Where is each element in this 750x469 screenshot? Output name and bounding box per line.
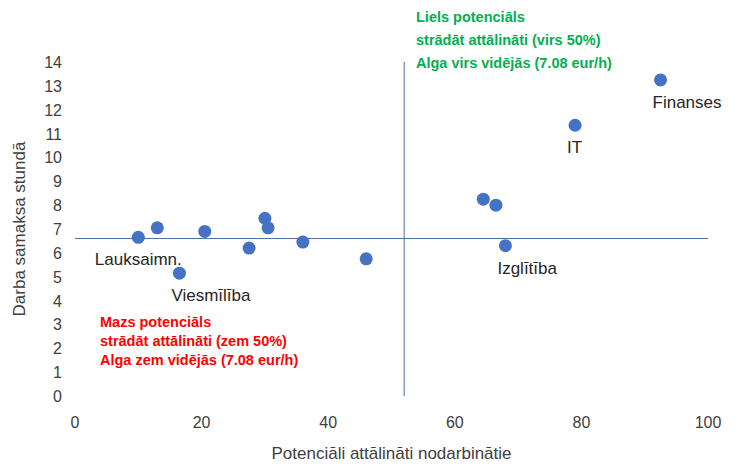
y-tick-label: 13 (44, 78, 62, 95)
x-tick-label: 100 (695, 414, 722, 431)
point (198, 225, 211, 238)
point-label: Finanses (653, 93, 722, 112)
x-axis-title: Potenciāli attālināti nodarbinātie (271, 444, 511, 463)
plot-area (75, 62, 708, 396)
point (499, 239, 512, 252)
point (477, 193, 490, 206)
reference-line (404, 62, 405, 396)
point (262, 221, 275, 234)
reference-line (75, 238, 708, 239)
y-tick-label: 14 (44, 54, 62, 71)
point-label: Lauksaimn. (95, 250, 182, 269)
point-label: Izglītība (497, 259, 557, 278)
annotation: Liels potenciāls (416, 9, 525, 25)
y-tick-label: 3 (53, 316, 62, 333)
x-tick-label: 60 (446, 414, 464, 431)
y-tick-label: 4 (53, 293, 62, 310)
y-tick-label: 5 (53, 269, 62, 286)
x-tick-label: 80 (573, 414, 591, 431)
x-tick-label: 40 (319, 414, 337, 431)
y-tick-label: 2 (53, 340, 62, 357)
point-label: IT (567, 138, 582, 157)
annotation: Mazs potenciāls (100, 314, 211, 330)
y-tick-label: 6 (53, 245, 62, 262)
y-tick-label: 10 (44, 149, 62, 166)
x-tick-label: 20 (193, 414, 211, 431)
y-tick-label: 1 (53, 364, 62, 381)
point (132, 231, 145, 244)
point (243, 242, 256, 255)
point (296, 236, 309, 249)
point (569, 119, 582, 132)
point (654, 73, 667, 86)
point (489, 199, 502, 212)
chart: 01234567891011121314020406080100Potenciā… (0, 0, 750, 469)
annotation: Alga virs vidējās (7.08 eur/h) (416, 55, 612, 71)
y-tick-label: 8 (53, 197, 62, 214)
x-tick-label: 0 (71, 414, 80, 431)
y-tick-label: 7 (53, 221, 62, 238)
y-tick-label: 12 (44, 102, 62, 119)
y-tick-label: 0 (53, 388, 62, 405)
annotation: strādāt attālināti (virs 50%) (416, 32, 601, 48)
y-tick-label: 11 (45, 126, 62, 143)
point-label: Viesmīlība (171, 286, 251, 305)
annotation: strādāt attālināti (zem 50%) (100, 333, 287, 349)
annotation: Alga zem vidējās (7.08 eur/h) (100, 352, 298, 368)
y-tick-label: 9 (53, 173, 62, 190)
y-axis-title: Darba samaksa stundā (10, 141, 29, 316)
point (151, 221, 164, 234)
point (360, 252, 373, 265)
